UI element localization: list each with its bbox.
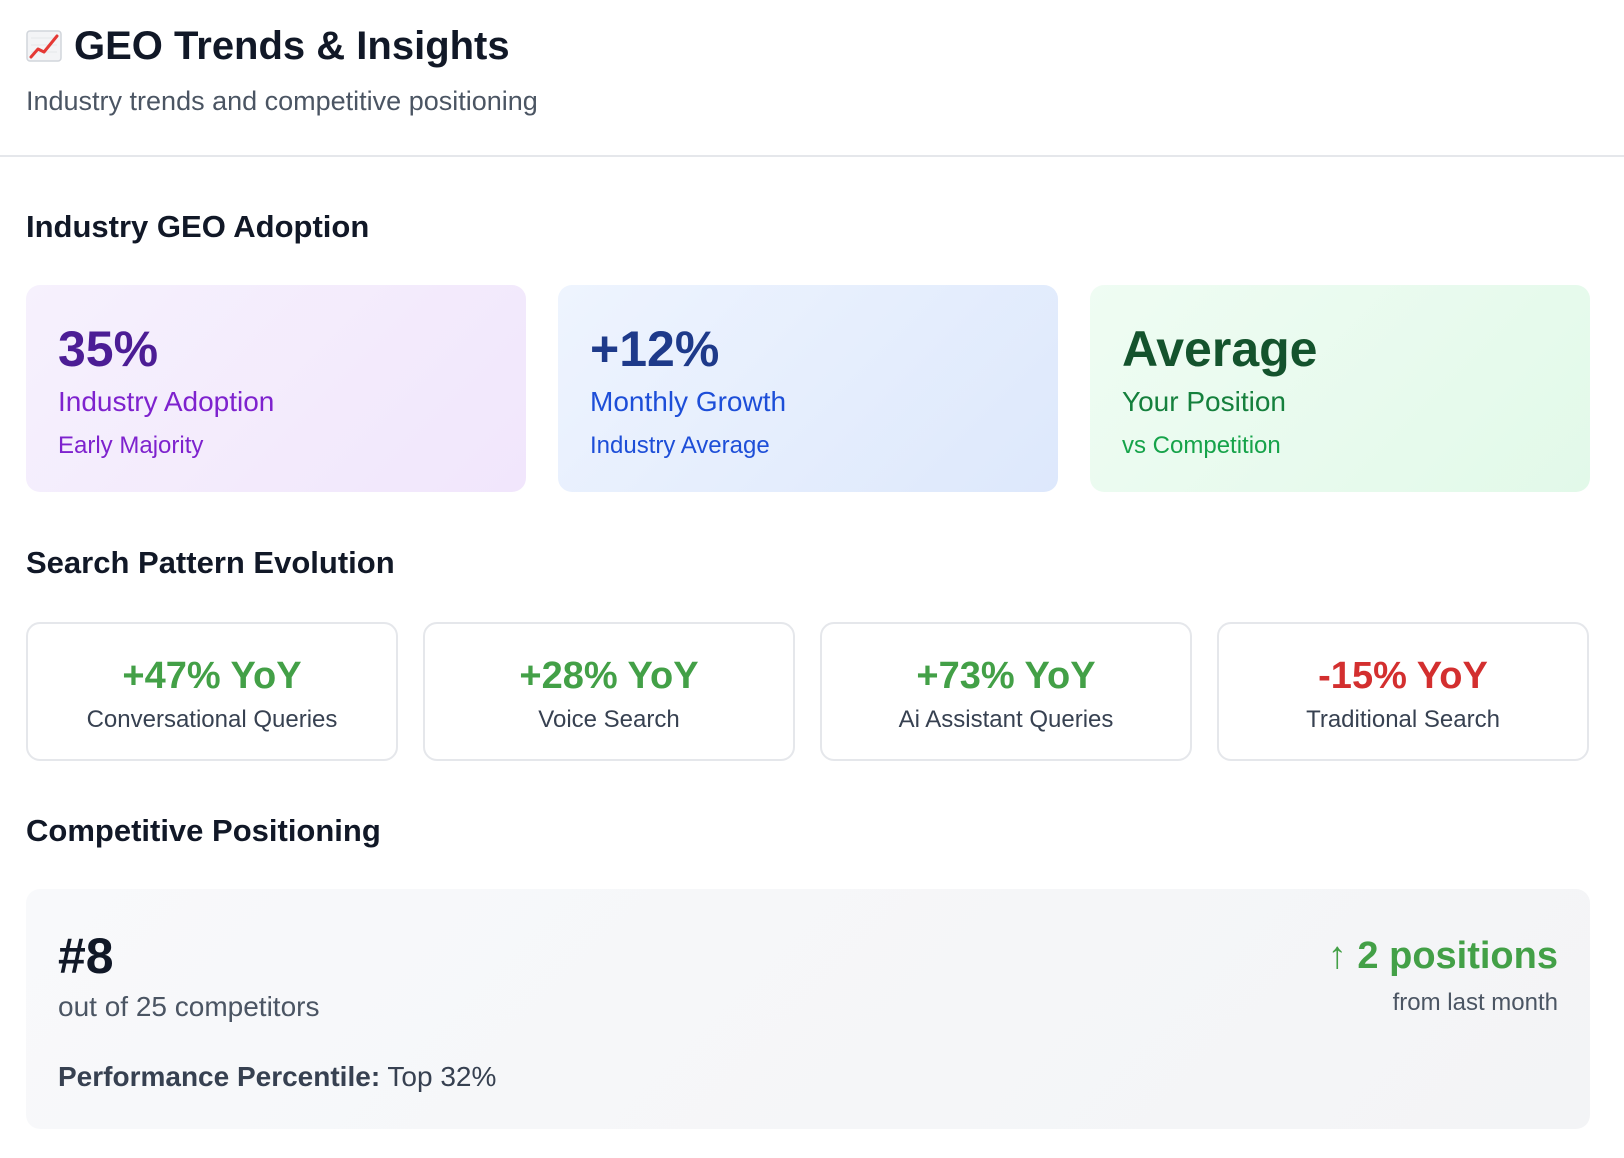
competitive-positioning-card: #8 out of 25 competitors ↑ 2 positions f… — [26, 889, 1590, 1129]
metric-label: Industry Adoption — [58, 386, 275, 417]
pattern-value: +28% YoY — [519, 655, 699, 697]
adoption-section-title: Industry GEO Adoption — [26, 209, 370, 244]
metric-value: +12% — [590, 321, 720, 377]
pattern-label: Ai Assistant Queries — [898, 706, 1114, 733]
rank-sublabel: out of 25 competitors — [58, 991, 320, 1022]
metric-sublabel: Early Majority — [58, 432, 204, 459]
pattern-value: +73% YoY — [916, 655, 1096, 697]
your-position-card: Average Your Position vs Competition — [1090, 285, 1590, 492]
chart-increasing-icon — [26, 30, 62, 62]
pattern-card-conversational: +47% YoY Conversational Queries — [26, 622, 398, 761]
metric-label: Monthly Growth — [590, 386, 787, 417]
pattern-value: +47% YoY — [122, 655, 302, 697]
patterns-section-title: Search Pattern Evolution — [26, 545, 395, 580]
pattern-card-voice: +28% YoY Voice Search — [423, 622, 795, 761]
competitive-section-title: Competitive Positioning — [26, 813, 381, 848]
monthly-growth-card: +12% Monthly Growth Industry Average — [558, 285, 1058, 492]
pattern-label: Voice Search — [538, 706, 680, 733]
pattern-value: -15% YoY — [1318, 655, 1488, 697]
pattern-card-traditional: -15% YoY Traditional Search — [1217, 622, 1589, 761]
page-subtitle: Industry trends and competitive position… — [26, 86, 538, 116]
page-header: GEO Trends & Insights Industry trends an… — [0, 0, 1624, 157]
pattern-label: Conversational Queries — [86, 706, 338, 733]
metric-sublabel: Industry Average — [590, 432, 770, 459]
rank-value: #8 — [58, 928, 114, 984]
industry-adoption-card: 35% Industry Adoption Early Majority — [26, 285, 526, 492]
pattern-label: Traditional Search — [1306, 706, 1500, 733]
metric-sublabel: vs Competition — [1122, 432, 1281, 459]
pattern-card-ai-assistant: +73% YoY Ai Assistant Queries — [820, 622, 1192, 761]
percentile-label: Performance Percentile: — [58, 1061, 381, 1092]
metric-value: 35% — [58, 321, 159, 377]
metric-value: Average — [1122, 321, 1318, 377]
performance-percentile: Performance Percentile: Top 32% — [58, 1061, 496, 1093]
title-row: GEO Trends & Insights — [26, 22, 510, 70]
page-title: GEO Trends & Insights — [74, 24, 510, 68]
percentile-value: Top 32% — [387, 1061, 497, 1092]
rank-change: ↑ 2 positions — [1327, 935, 1558, 977]
rank-change-sublabel: from last month — [1392, 989, 1558, 1016]
metric-label: Your Position — [1122, 386, 1286, 417]
